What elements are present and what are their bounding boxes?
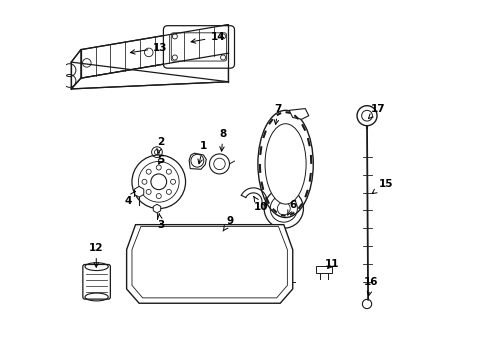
Text: 17: 17: [367, 104, 385, 118]
FancyBboxPatch shape: [82, 265, 110, 299]
Text: 4: 4: [124, 191, 135, 206]
Text: 5: 5: [157, 156, 164, 165]
Ellipse shape: [264, 124, 305, 204]
Ellipse shape: [257, 111, 313, 217]
Text: 6: 6: [287, 200, 296, 215]
Text: 13: 13: [130, 43, 167, 54]
Text: 2: 2: [157, 138, 164, 153]
Text: 12: 12: [89, 243, 103, 267]
Polygon shape: [81, 24, 228, 78]
Text: 10: 10: [253, 197, 267, 212]
Polygon shape: [71, 53, 228, 89]
Bar: [315, 266, 331, 273]
Polygon shape: [126, 225, 292, 303]
Text: 7: 7: [274, 104, 282, 125]
Text: 16: 16: [364, 277, 378, 296]
Text: 14: 14: [191, 32, 224, 43]
Polygon shape: [288, 109, 308, 119]
Polygon shape: [134, 186, 143, 197]
Text: 8: 8: [219, 129, 226, 151]
Text: 11: 11: [324, 259, 339, 269]
Text: 1: 1: [198, 141, 206, 164]
Polygon shape: [153, 204, 161, 213]
Text: 15: 15: [371, 179, 392, 194]
Text: 3: 3: [157, 214, 164, 230]
Polygon shape: [189, 153, 206, 169]
Polygon shape: [71, 50, 81, 89]
FancyBboxPatch shape: [163, 26, 234, 68]
Text: 9: 9: [223, 216, 233, 231]
